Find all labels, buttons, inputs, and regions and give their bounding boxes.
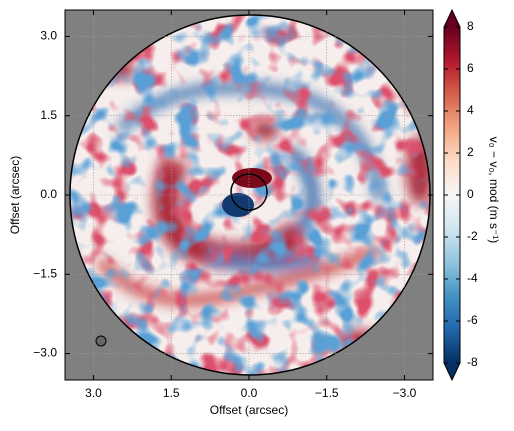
y-tick-label: 3.0 (40, 29, 57, 43)
colorbar-extend-top (444, 10, 460, 27)
y-axis-label: Offset (arcsec) (8, 156, 22, 234)
map (65, 10, 433, 380)
x-tick-label: −3.0 (393, 386, 417, 400)
colorbar-extend-bottom (444, 363, 460, 380)
y-tick-label: −3.0 (33, 346, 57, 360)
colorbar-tick-label: 4 (467, 103, 474, 117)
x-axis-label: Offset (arcsec) (210, 403, 288, 417)
x-tick-label: 0.0 (241, 386, 258, 400)
colorbar-tick-label: -4 (467, 271, 478, 285)
colorbar-tick-label: 0 (467, 187, 474, 201)
colorbar-tick-label: 8 (467, 19, 474, 33)
x-tick-label: 3.0 (85, 386, 102, 400)
x-tick-label: −1.5 (315, 386, 339, 400)
colorbar-tick-label: -6 (467, 313, 478, 327)
colorbar-tick-label: 6 (467, 61, 474, 75)
colorbar-label: v₀ − v₀, mod (m s⁻¹) (487, 137, 501, 244)
colorbar-tick-label: 2 (467, 145, 474, 159)
y-tick-label: 1.5 (40, 108, 57, 122)
x-tick-label: 1.5 (163, 386, 180, 400)
y-tick-label: −1.5 (33, 266, 57, 280)
colorbar-tick-label: -2 (467, 229, 478, 243)
y-tick-label: 0.0 (40, 187, 57, 201)
colorbar-tick-label: -8 (467, 355, 478, 369)
